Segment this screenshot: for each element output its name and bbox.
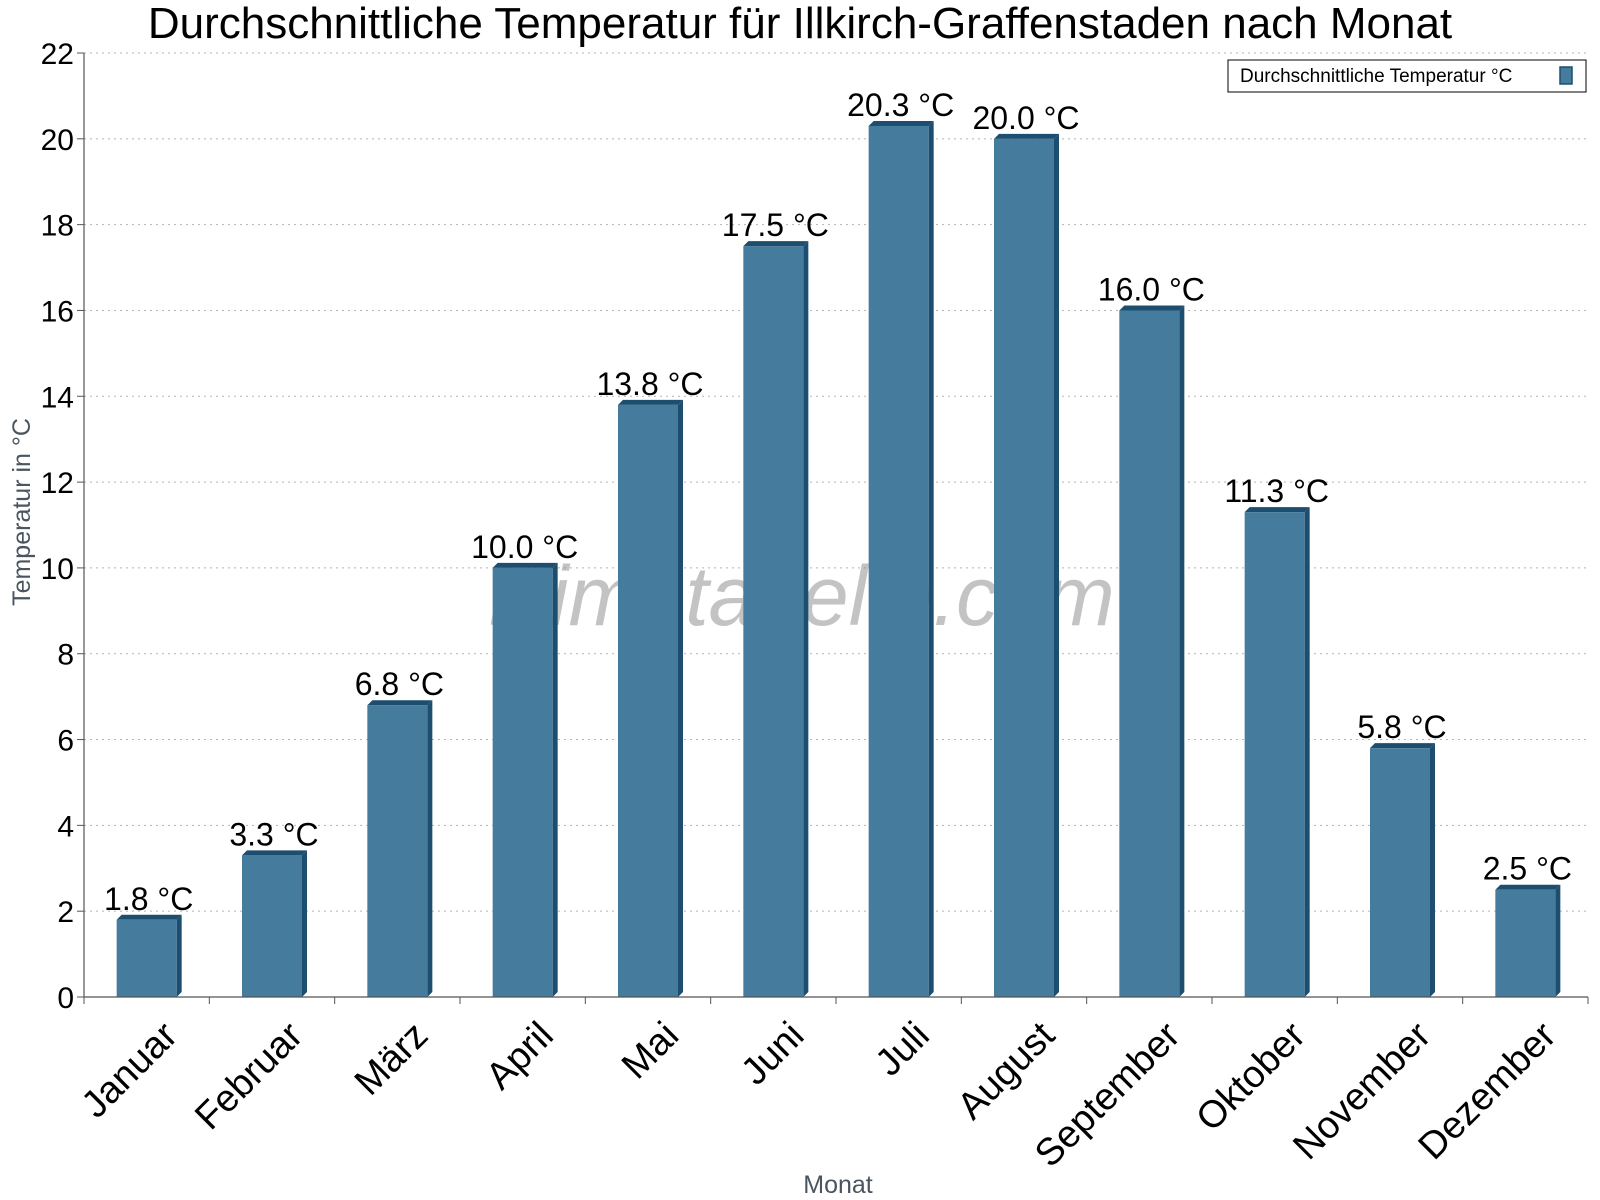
bar-top <box>116 914 182 920</box>
y-axis-title: Temperatur in °C <box>8 418 36 606</box>
y-tick-label: 0 <box>57 982 74 1015</box>
bar <box>1495 889 1556 997</box>
data-label: 20.0 °C <box>972 100 1079 136</box>
y-tick-label: 8 <box>57 639 74 672</box>
data-label: 20.3 °C <box>847 87 954 123</box>
x-tick-label: Mai <box>614 1014 687 1087</box>
bar <box>1244 512 1305 997</box>
y-tick-label: 20 <box>41 124 74 157</box>
bar-top <box>868 120 934 126</box>
data-label: 2.5 °C <box>1483 851 1572 887</box>
y-tick-label: 2 <box>57 896 74 929</box>
chart-title: Durchschnittliche Temperatur für Illkirc… <box>148 0 1452 48</box>
x-tick-label: März <box>347 1014 436 1103</box>
y-tick-label: 4 <box>57 810 74 843</box>
bar-top <box>618 399 683 405</box>
data-label: 3.3 °C <box>229 816 318 852</box>
data-label: 17.5 °C <box>722 207 829 243</box>
data-label: 13.8 °C <box>596 366 703 402</box>
legend-box <box>1227 59 1587 93</box>
bar <box>868 125 929 998</box>
bar <box>242 855 302 997</box>
bar-side <box>176 914 182 997</box>
bar-side <box>803 241 809 997</box>
x-tick-label: April <box>478 1014 561 1097</box>
x-tick-label: August <box>950 1014 1064 1128</box>
bar-top <box>1119 305 1185 311</box>
bar <box>994 138 1054 997</box>
y-tick-label: 10 <box>41 553 74 586</box>
y-tick-label: 12 <box>41 467 74 500</box>
bar-top <box>994 133 1059 139</box>
bar <box>618 404 678 997</box>
y-tick-label: 14 <box>41 381 74 414</box>
bar <box>1370 748 1430 997</box>
bar-side <box>1430 743 1435 997</box>
y-tick-label: 22 <box>41 38 74 71</box>
bar-side <box>928 120 934 998</box>
bar-top <box>743 241 809 247</box>
data-label: 5.8 °C <box>1357 709 1446 745</box>
y-tick-label: 6 <box>57 725 74 758</box>
y-tick-label: 16 <box>41 295 74 328</box>
x-tick-label: Dezember <box>1411 1014 1565 1168</box>
bar-top <box>492 562 558 568</box>
bar-side <box>678 399 683 997</box>
data-label: 11.3 °C <box>1224 473 1329 509</box>
legend-swatch <box>1559 66 1573 85</box>
bar-side <box>552 562 558 997</box>
bar-side <box>1304 507 1310 997</box>
x-tick-label: Januar <box>74 1014 186 1126</box>
bar-side <box>302 850 307 997</box>
bar-side <box>1179 305 1185 997</box>
x-axis-title: Monat <box>803 1171 873 1199</box>
bar <box>367 705 428 997</box>
bar-top <box>1495 884 1561 890</box>
x-tick-label: Juni <box>733 1014 812 1093</box>
bar-top <box>1370 743 1435 749</box>
bar <box>492 567 553 997</box>
gridlines <box>84 52 1588 912</box>
legend: Durchschnittliche Temperatur °C <box>1227 59 1587 93</box>
bar-top <box>367 700 433 706</box>
data-labels: 1.8 °C 3.3 °C 6.8 °C 10.0 °C 13.8 °C 17.5 °C 2… <box>104 87 1572 917</box>
y-tick-label: 18 <box>41 210 74 243</box>
data-label: 6.8 °C <box>355 666 444 702</box>
bar <box>743 246 804 997</box>
bar-side <box>1054 133 1059 997</box>
data-label: 1.8 °C <box>104 881 193 917</box>
x-tick-label: Juli <box>868 1014 938 1084</box>
data-label: 16.0 °C <box>1098 271 1205 307</box>
bar-top <box>1244 507 1310 513</box>
bar-top <box>242 850 307 856</box>
bar <box>116 919 177 997</box>
legend-label: Durchschnittliche Temperatur °C <box>1240 66 1512 87</box>
bar <box>1119 310 1180 997</box>
x-tick-label: Februar <box>187 1014 311 1138</box>
data-label: 10.0 °C <box>471 529 578 565</box>
bar-side <box>1555 884 1561 997</box>
x-tick-label: Oktober <box>1188 1014 1314 1140</box>
bar-side <box>427 700 433 997</box>
bars <box>116 120 1561 998</box>
